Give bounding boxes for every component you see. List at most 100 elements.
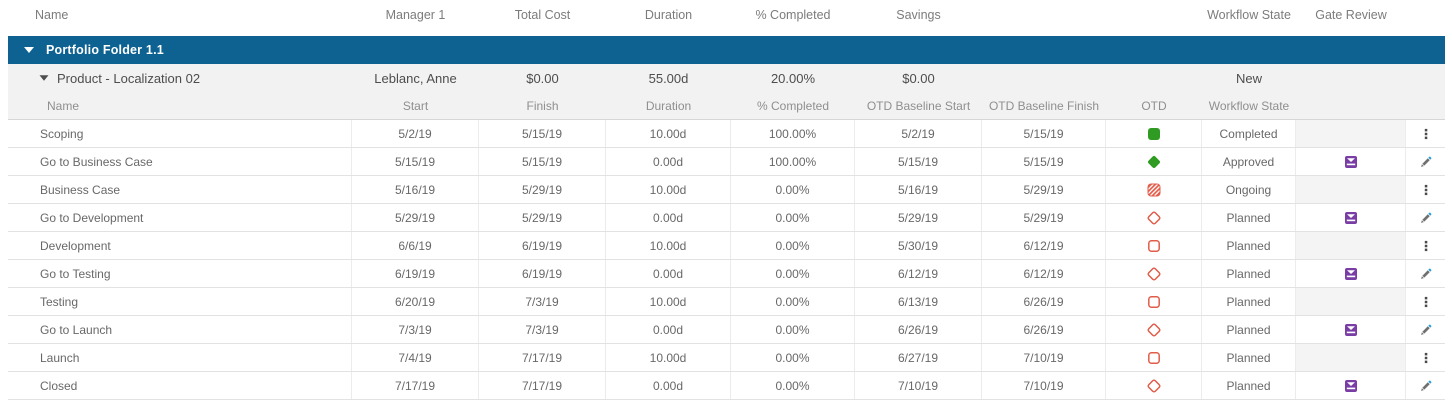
gate-review-cell <box>1296 344 1406 371</box>
product-name-cell[interactable]: Product - Localization 02 <box>8 64 352 92</box>
cell-otd-baseline-start: 5/30/19 <box>855 232 982 259</box>
red-diamond-outline-icon <box>1106 316 1202 343</box>
edit-pencil-icon[interactable] <box>1406 260 1445 287</box>
cell-otd-baseline-start: 6/13/19 <box>855 288 982 315</box>
task-name: Go to Development <box>8 204 352 231</box>
kebab-menu-icon[interactable] <box>1406 176 1445 203</box>
green-square-filled-icon <box>1106 120 1202 147</box>
subheader-otd-baseline-start: OTD Baseline Start <box>866 98 971 113</box>
cell-otd-baseline-finish: 7/10/19 <box>982 372 1106 399</box>
cell-finish: 7/3/19 <box>479 316 606 343</box>
cell-pct-completed: 0.00% <box>731 204 855 231</box>
table-row: Go to Development 5/29/19 5/29/19 0.00d … <box>8 204 1445 232</box>
cell-duration: 0.00d <box>606 316 731 343</box>
cell-duration: 0.00d <box>606 372 731 399</box>
task-column-header-row: Name Start Finish Duration % Completed O… <box>8 92 1445 120</box>
cell-start: 7/4/19 <box>352 344 479 371</box>
subheader-finish: Finish <box>526 98 559 113</box>
cell-start: 6/6/19 <box>352 232 479 259</box>
column-header-total-cost[interactable]: Total Cost <box>514 8 571 22</box>
column-header-savings[interactable]: Savings <box>896 8 941 22</box>
edit-pencil-icon[interactable] <box>1406 204 1445 231</box>
cell-pct-completed: 0.00% <box>731 232 855 259</box>
table-row: Development 6/6/19 6/19/19 10.00d 0.00% … <box>8 232 1445 260</box>
kebab-menu-icon[interactable] <box>1406 120 1445 147</box>
column-header-manager[interactable]: Manager 1 <box>385 8 446 22</box>
subheader-start: Start <box>402 98 429 113</box>
gate-review-badge-icon[interactable] <box>1296 260 1406 287</box>
cell-start: 5/2/19 <box>352 120 479 147</box>
task-name: Go to Testing <box>8 260 352 287</box>
cell-workflow-state: Planned <box>1202 372 1296 399</box>
cell-duration: 10.00d <box>606 176 731 203</box>
task-name: Launch <box>8 344 352 371</box>
cell-otd-baseline-start: 6/12/19 <box>855 260 982 287</box>
subheader-otd-baseline-finish: OTD Baseline Finish <box>988 98 1100 113</box>
cell-finish: 5/29/19 <box>479 176 606 203</box>
red-diamond-outline-icon <box>1106 204 1202 231</box>
table-row: Go to Business Case 5/15/19 5/15/19 0.00… <box>8 148 1445 176</box>
table-row: Launch 7/4/19 7/17/19 10.00d 0.00% 6/27/… <box>8 344 1445 372</box>
product-name: Product - Localization 02 <box>57 70 201 86</box>
column-header-duration[interactable]: Duration <box>644 8 693 22</box>
gate-review-badge-icon[interactable] <box>1296 316 1406 343</box>
table-row: Business Case 5/16/19 5/29/19 10.00d 0.0… <box>8 176 1445 204</box>
cell-pct-completed: 0.00% <box>731 316 855 343</box>
cell-workflow-state: Planned <box>1202 316 1296 343</box>
cell-workflow-state: Planned <box>1202 260 1296 287</box>
cell-workflow-state: Planned <box>1202 288 1296 315</box>
cell-workflow-state: Approved <box>1202 148 1296 175</box>
cell-pct-completed: 0.00% <box>731 372 855 399</box>
kebab-menu-icon[interactable] <box>1406 232 1445 259</box>
cell-otd-baseline-start: 5/16/19 <box>855 176 982 203</box>
red-square-outline-icon <box>1106 232 1202 259</box>
cell-otd-baseline-finish: 6/26/19 <box>982 288 1106 315</box>
cell-finish: 6/19/19 <box>479 260 606 287</box>
cell-finish: 5/15/19 <box>479 120 606 147</box>
portfolio-folder-header[interactable]: Portfolio Folder 1.1 <box>8 36 1445 64</box>
cell-workflow-state: Ongoing <box>1202 176 1296 203</box>
gate-review-cell <box>1296 288 1406 315</box>
cell-pct-completed: 0.00% <box>731 260 855 287</box>
column-header-gate-review[interactable]: Gate Review <box>1315 8 1387 22</box>
edit-pencil-icon[interactable] <box>1406 372 1445 399</box>
column-header-name[interactable]: Name <box>35 8 69 22</box>
table-row: Closed 7/17/19 7/17/19 0.00d 0.00% 7/10/… <box>8 372 1445 400</box>
gate-review-badge-icon[interactable] <box>1296 204 1406 231</box>
collapse-triangle-icon[interactable] <box>39 75 49 81</box>
cell-finish: 6/19/19 <box>479 232 606 259</box>
column-header-workflow-state[interactable]: Workflow State <box>1207 8 1291 22</box>
task-name: Closed <box>8 372 352 399</box>
edit-pencil-icon[interactable] <box>1406 148 1445 175</box>
gate-review-badge-icon[interactable] <box>1296 372 1406 399</box>
cell-otd-baseline-finish: 7/10/19 <box>982 344 1106 371</box>
task-name: Development <box>8 232 352 259</box>
cell-otd-baseline-start: 5/29/19 <box>855 204 982 231</box>
cell-duration: 10.00d <box>606 288 731 315</box>
table-row: Go to Testing 6/19/19 6/19/19 0.00d 0.00… <box>8 260 1445 288</box>
cell-finish: 7/3/19 <box>479 288 606 315</box>
red-diamond-outline-icon <box>1106 260 1202 287</box>
cell-workflow-state: Planned <box>1202 344 1296 371</box>
kebab-menu-icon[interactable] <box>1406 288 1445 315</box>
column-header-row: Name Manager 1 Total Cost Duration % Com… <box>8 0 1445 36</box>
gate-review-cell <box>1296 176 1406 203</box>
cell-otd-baseline-finish: 6/12/19 <box>982 260 1106 287</box>
cell-pct-completed: 0.00% <box>731 288 855 315</box>
collapse-triangle-icon[interactable] <box>24 47 34 53</box>
cell-start: 7/3/19 <box>352 316 479 343</box>
subheader-name: Name <box>47 98 80 113</box>
portfolio-folder-title: Portfolio Folder 1.1 <box>46 43 164 57</box>
table-row: Scoping 5/2/19 5/15/19 10.00d 100.00% 5/… <box>8 120 1445 148</box>
gate-review-badge-icon[interactable] <box>1296 148 1406 175</box>
kebab-menu-icon[interactable] <box>1406 344 1445 371</box>
cell-pct-completed: 0.00% <box>731 176 855 203</box>
cell-otd-baseline-start: 6/26/19 <box>855 316 982 343</box>
column-header-pct-completed[interactable]: % Completed <box>755 8 831 22</box>
edit-pencil-icon[interactable] <box>1406 316 1445 343</box>
cell-start: 5/29/19 <box>352 204 479 231</box>
product-duration: 55.00d <box>648 70 689 86</box>
cell-finish: 5/15/19 <box>479 148 606 175</box>
subheader-duration: Duration <box>645 98 692 113</box>
